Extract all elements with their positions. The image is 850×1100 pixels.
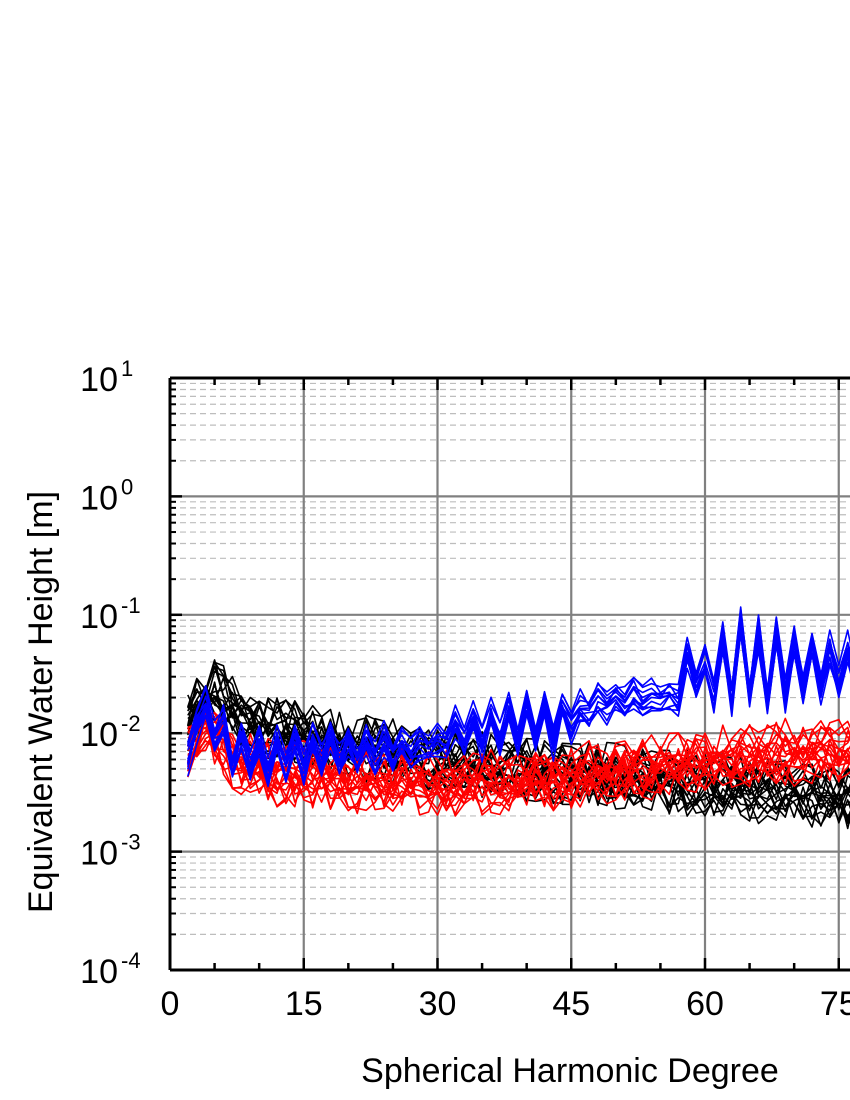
series-2-line xyxy=(187,629,850,779)
y-tick-label-exponent: -2 xyxy=(121,711,141,736)
y-tick-label: 10 xyxy=(80,835,118,873)
y-tick-label-exponent: 0 xyxy=(121,474,133,499)
series-layer xyxy=(187,606,850,830)
y-tick-label-exponent: -1 xyxy=(121,593,141,618)
y-tick-label: 10 xyxy=(80,479,118,517)
series-1-line xyxy=(187,713,850,802)
x-tick-label: 15 xyxy=(285,985,323,1023)
series-0-line xyxy=(187,681,850,830)
series-1-line xyxy=(187,711,850,791)
y-tick-label-exponent: -3 xyxy=(121,830,141,855)
series-2-group xyxy=(187,606,850,788)
y-tick-label-exponent: -4 xyxy=(121,948,141,973)
x-tick-label: 0 xyxy=(161,985,180,1023)
series-1-line xyxy=(187,708,850,811)
x-tick-label: 45 xyxy=(552,985,590,1023)
x-tick-label: 60 xyxy=(686,985,724,1023)
y-tick-label: 10 xyxy=(80,953,118,991)
y-axis-title: Equivalent Water Height [m] xyxy=(22,491,60,913)
y-tick-label: 10 xyxy=(80,361,118,399)
series-2-line xyxy=(187,626,850,788)
y-tick-label: 10 xyxy=(80,716,118,754)
y-tick-label-exponent: 1 xyxy=(121,356,133,381)
series-1-line xyxy=(187,732,850,812)
x-axis-title: Spherical Harmonic Degree xyxy=(361,1052,779,1090)
y-tick-label: 10 xyxy=(80,598,118,636)
x-tick-label: 30 xyxy=(419,985,457,1023)
series-2-line xyxy=(187,612,850,768)
x-tick-label: 75 xyxy=(820,985,850,1023)
axes xyxy=(168,376,850,972)
